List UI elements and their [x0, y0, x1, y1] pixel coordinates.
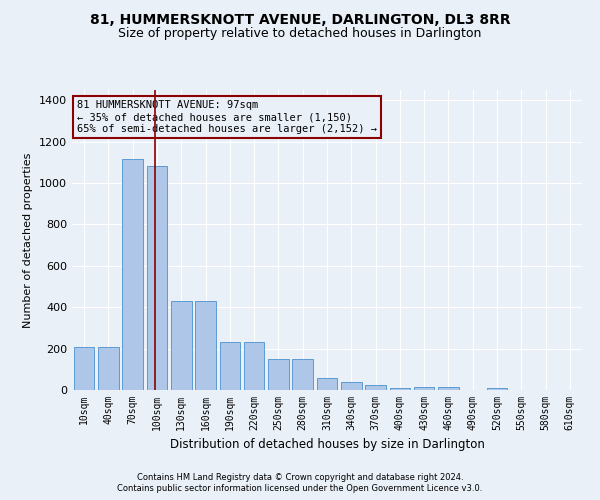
Bar: [268, 360, 289, 390]
Bar: [341, 382, 362, 390]
Bar: [171, 301, 191, 390]
Text: 81 HUMMERSKNOTT AVENUE: 97sqm
← 35% of detached houses are smaller (1,150)
65% o: 81 HUMMERSKNOTT AVENUE: 97sqm ← 35% of d…: [77, 100, 377, 134]
Text: Size of property relative to detached houses in Darlington: Size of property relative to detached ho…: [118, 28, 482, 40]
Bar: [365, 385, 386, 390]
Bar: [389, 388, 410, 390]
X-axis label: Distribution of detached houses by size in Darlington: Distribution of detached houses by size …: [170, 438, 484, 452]
Bar: [317, 378, 337, 390]
Text: Contains HM Land Registry data © Crown copyright and database right 2024.: Contains HM Land Registry data © Crown c…: [137, 472, 463, 482]
Bar: [414, 387, 434, 390]
Bar: [244, 342, 265, 390]
Bar: [292, 360, 313, 390]
Text: 81, HUMMERSKNOTT AVENUE, DARLINGTON, DL3 8RR: 81, HUMMERSKNOTT AVENUE, DARLINGTON, DL3…: [89, 12, 511, 26]
Bar: [122, 160, 143, 390]
Bar: [487, 388, 508, 390]
Bar: [146, 166, 167, 390]
Bar: [220, 342, 240, 390]
Bar: [74, 347, 94, 390]
Bar: [438, 387, 459, 390]
Y-axis label: Number of detached properties: Number of detached properties: [23, 152, 34, 328]
Bar: [195, 301, 216, 390]
Bar: [98, 346, 119, 390]
Text: Contains public sector information licensed under the Open Government Licence v3: Contains public sector information licen…: [118, 484, 482, 493]
